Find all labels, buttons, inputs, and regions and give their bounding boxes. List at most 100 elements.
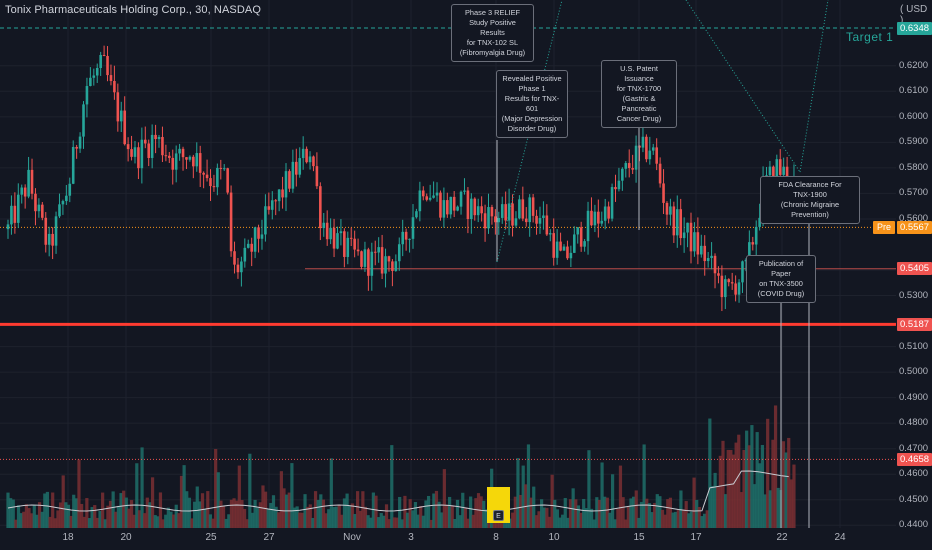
candle-body <box>216 167 219 188</box>
candle-body <box>322 222 326 229</box>
volume-bar <box>95 517 99 528</box>
price-tick-label: 0.5300 <box>899 289 929 301</box>
candle-body <box>391 261 394 271</box>
volume-bar <box>124 497 128 528</box>
volume-bar <box>179 475 184 528</box>
target-label: Target 1 <box>846 30 894 44</box>
candle-body <box>373 251 377 253</box>
volume-bar <box>571 488 575 528</box>
volume-bar <box>550 474 554 528</box>
candle-body <box>82 104 85 137</box>
candle-body <box>198 153 202 173</box>
candle-body <box>346 237 350 257</box>
candle-body <box>421 190 425 197</box>
candle-body <box>301 148 305 159</box>
volume-bar <box>632 496 636 528</box>
volume-bar <box>479 496 483 528</box>
volume-bar <box>90 507 94 528</box>
volume-bar <box>589 508 594 528</box>
volume-bar <box>771 439 775 528</box>
volume-bar <box>405 512 410 528</box>
volume-bar <box>127 508 131 528</box>
candle-body <box>401 231 404 245</box>
candle-body <box>277 189 281 202</box>
volume-bar <box>56 510 60 528</box>
volume-bar <box>103 519 107 528</box>
volume-bar <box>387 519 391 528</box>
volume-bar <box>695 499 699 528</box>
volume-bar <box>597 500 602 528</box>
candle-body <box>319 186 322 229</box>
volume-bar <box>603 496 607 528</box>
volume-bar <box>353 514 357 528</box>
volume-bar <box>555 509 559 528</box>
volume-bar <box>750 425 754 528</box>
candlesticks <box>6 45 796 312</box>
volume-bar <box>582 498 586 528</box>
candle-body <box>648 150 652 160</box>
candle-body <box>655 147 658 164</box>
candle-body <box>555 241 559 258</box>
candle-body <box>27 169 30 197</box>
candle-body <box>332 227 336 249</box>
annotation-tnx-3500[interactable]: Publication of Paper on TNX-3500 (COVID … <box>746 255 816 303</box>
candle-body <box>192 156 195 167</box>
volume-bar <box>437 501 441 528</box>
candle-body <box>497 217 501 223</box>
volume-bar <box>411 510 415 528</box>
volume-bar <box>203 508 207 528</box>
candle-body <box>202 172 205 175</box>
candle-body <box>727 279 731 283</box>
annotation-tnx-1900[interactable]: FDA Clearance For TNX-1900 (Chronic Migr… <box>760 176 860 224</box>
candle-body <box>20 187 24 195</box>
volume-bar <box>532 486 536 528</box>
volume-bar <box>398 496 402 528</box>
volume-bar <box>30 513 34 528</box>
volume-bar <box>135 463 139 528</box>
volume-bar <box>576 505 581 528</box>
candle-body <box>476 206 480 216</box>
annotation-tnx-1700[interactable]: U.S. Patent Issuance for TNX-1700 (Gastr… <box>601 60 677 128</box>
volume-bar <box>185 491 189 528</box>
volume-bar <box>371 492 375 528</box>
volume-bar <box>279 471 283 528</box>
projection-line <box>799 0 829 173</box>
candle-body <box>336 233 339 249</box>
volume-bar <box>229 499 234 528</box>
candle-body <box>339 231 343 234</box>
candle-body <box>494 216 497 223</box>
volume-bar <box>679 490 683 528</box>
volume-bar <box>169 511 173 528</box>
candle-body <box>428 197 432 200</box>
volume-bar <box>24 504 29 528</box>
candle-body <box>552 233 556 258</box>
candle-body <box>65 195 68 202</box>
annotation-tnx-601[interactable]: Revealed Positive Phase 1 Results for TN… <box>496 70 568 138</box>
earnings-icon[interactable]: E <box>493 510 504 521</box>
candle-body <box>686 222 689 233</box>
volume-bar <box>166 507 170 528</box>
candle-body <box>545 215 549 235</box>
volume-bar <box>129 500 134 528</box>
volume-bar <box>616 508 620 528</box>
time-tick-label: 18 <box>62 532 74 543</box>
candle-body <box>586 210 590 242</box>
volume-bar <box>77 459 81 528</box>
volume-bar <box>400 519 404 528</box>
annotation-phase3-relief[interactable]: Phase 3 RELIEF Study Positive Results fo… <box>451 4 534 62</box>
volume-bar <box>221 506 226 528</box>
candle-body <box>542 215 545 219</box>
volume-bar <box>156 516 160 528</box>
volume-bar <box>687 513 691 528</box>
volume-bar <box>198 501 202 528</box>
volume-bar <box>148 502 152 528</box>
candle-body <box>154 134 157 140</box>
candle-body <box>548 233 552 235</box>
horizontal-lines <box>0 27 896 460</box>
candle-body <box>617 180 621 190</box>
candle-body <box>257 227 260 239</box>
candle-body <box>583 241 586 247</box>
candle-body <box>137 147 140 169</box>
candle-body <box>353 238 356 250</box>
